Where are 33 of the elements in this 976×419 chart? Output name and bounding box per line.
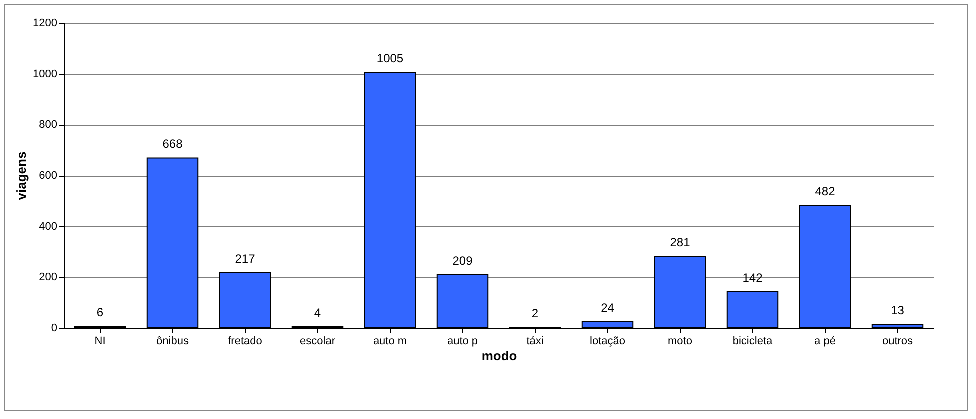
y-axis-title: viagens bbox=[14, 152, 30, 200]
data-label: 13 bbox=[891, 304, 905, 318]
x-tick-label: bicicleta bbox=[732, 336, 774, 348]
x-tick-label: auto p bbox=[447, 336, 478, 348]
data-label: 2 bbox=[532, 306, 539, 320]
x-tick-label: outros bbox=[882, 336, 914, 348]
data-label: 142 bbox=[742, 270, 764, 285]
data-label: 217 bbox=[235, 252, 256, 266]
x-tick-label: auto m bbox=[373, 336, 408, 348]
y-tick-label: 600 bbox=[39, 170, 58, 182]
data-label: 1005 bbox=[376, 52, 404, 66]
data-label: 281 bbox=[670, 236, 691, 250]
x-tick-label: moto bbox=[668, 336, 692, 348]
x-tick-label: NI bbox=[94, 336, 106, 348]
x-tick-label: ônibus bbox=[156, 336, 190, 348]
data-label: 668 bbox=[162, 137, 184, 152]
x-tick-label: lotação bbox=[590, 336, 626, 348]
data-label: 209 bbox=[452, 254, 474, 268]
x-axis-title: modo bbox=[482, 348, 518, 364]
data-label: 4 bbox=[314, 306, 322, 320]
data-label: 24 bbox=[601, 300, 615, 315]
y-tick-label: 800 bbox=[39, 119, 58, 132]
y-tick-label: 1000 bbox=[33, 68, 58, 80]
y-tick-label: 400 bbox=[39, 220, 58, 233]
y-tick-label: 0 bbox=[51, 322, 58, 334]
y-tick-label: 1200 bbox=[33, 18, 58, 30]
data-label: 482 bbox=[815, 184, 836, 198]
x-tick-label: a pé bbox=[814, 336, 836, 348]
x-tick-label: táxi bbox=[526, 336, 544, 348]
y-tick-label: 200 bbox=[39, 272, 58, 284]
x-tick-label: escolar bbox=[300, 336, 336, 348]
data-label: 6 bbox=[96, 305, 104, 320]
x-tick-label: fretado bbox=[228, 336, 262, 348]
